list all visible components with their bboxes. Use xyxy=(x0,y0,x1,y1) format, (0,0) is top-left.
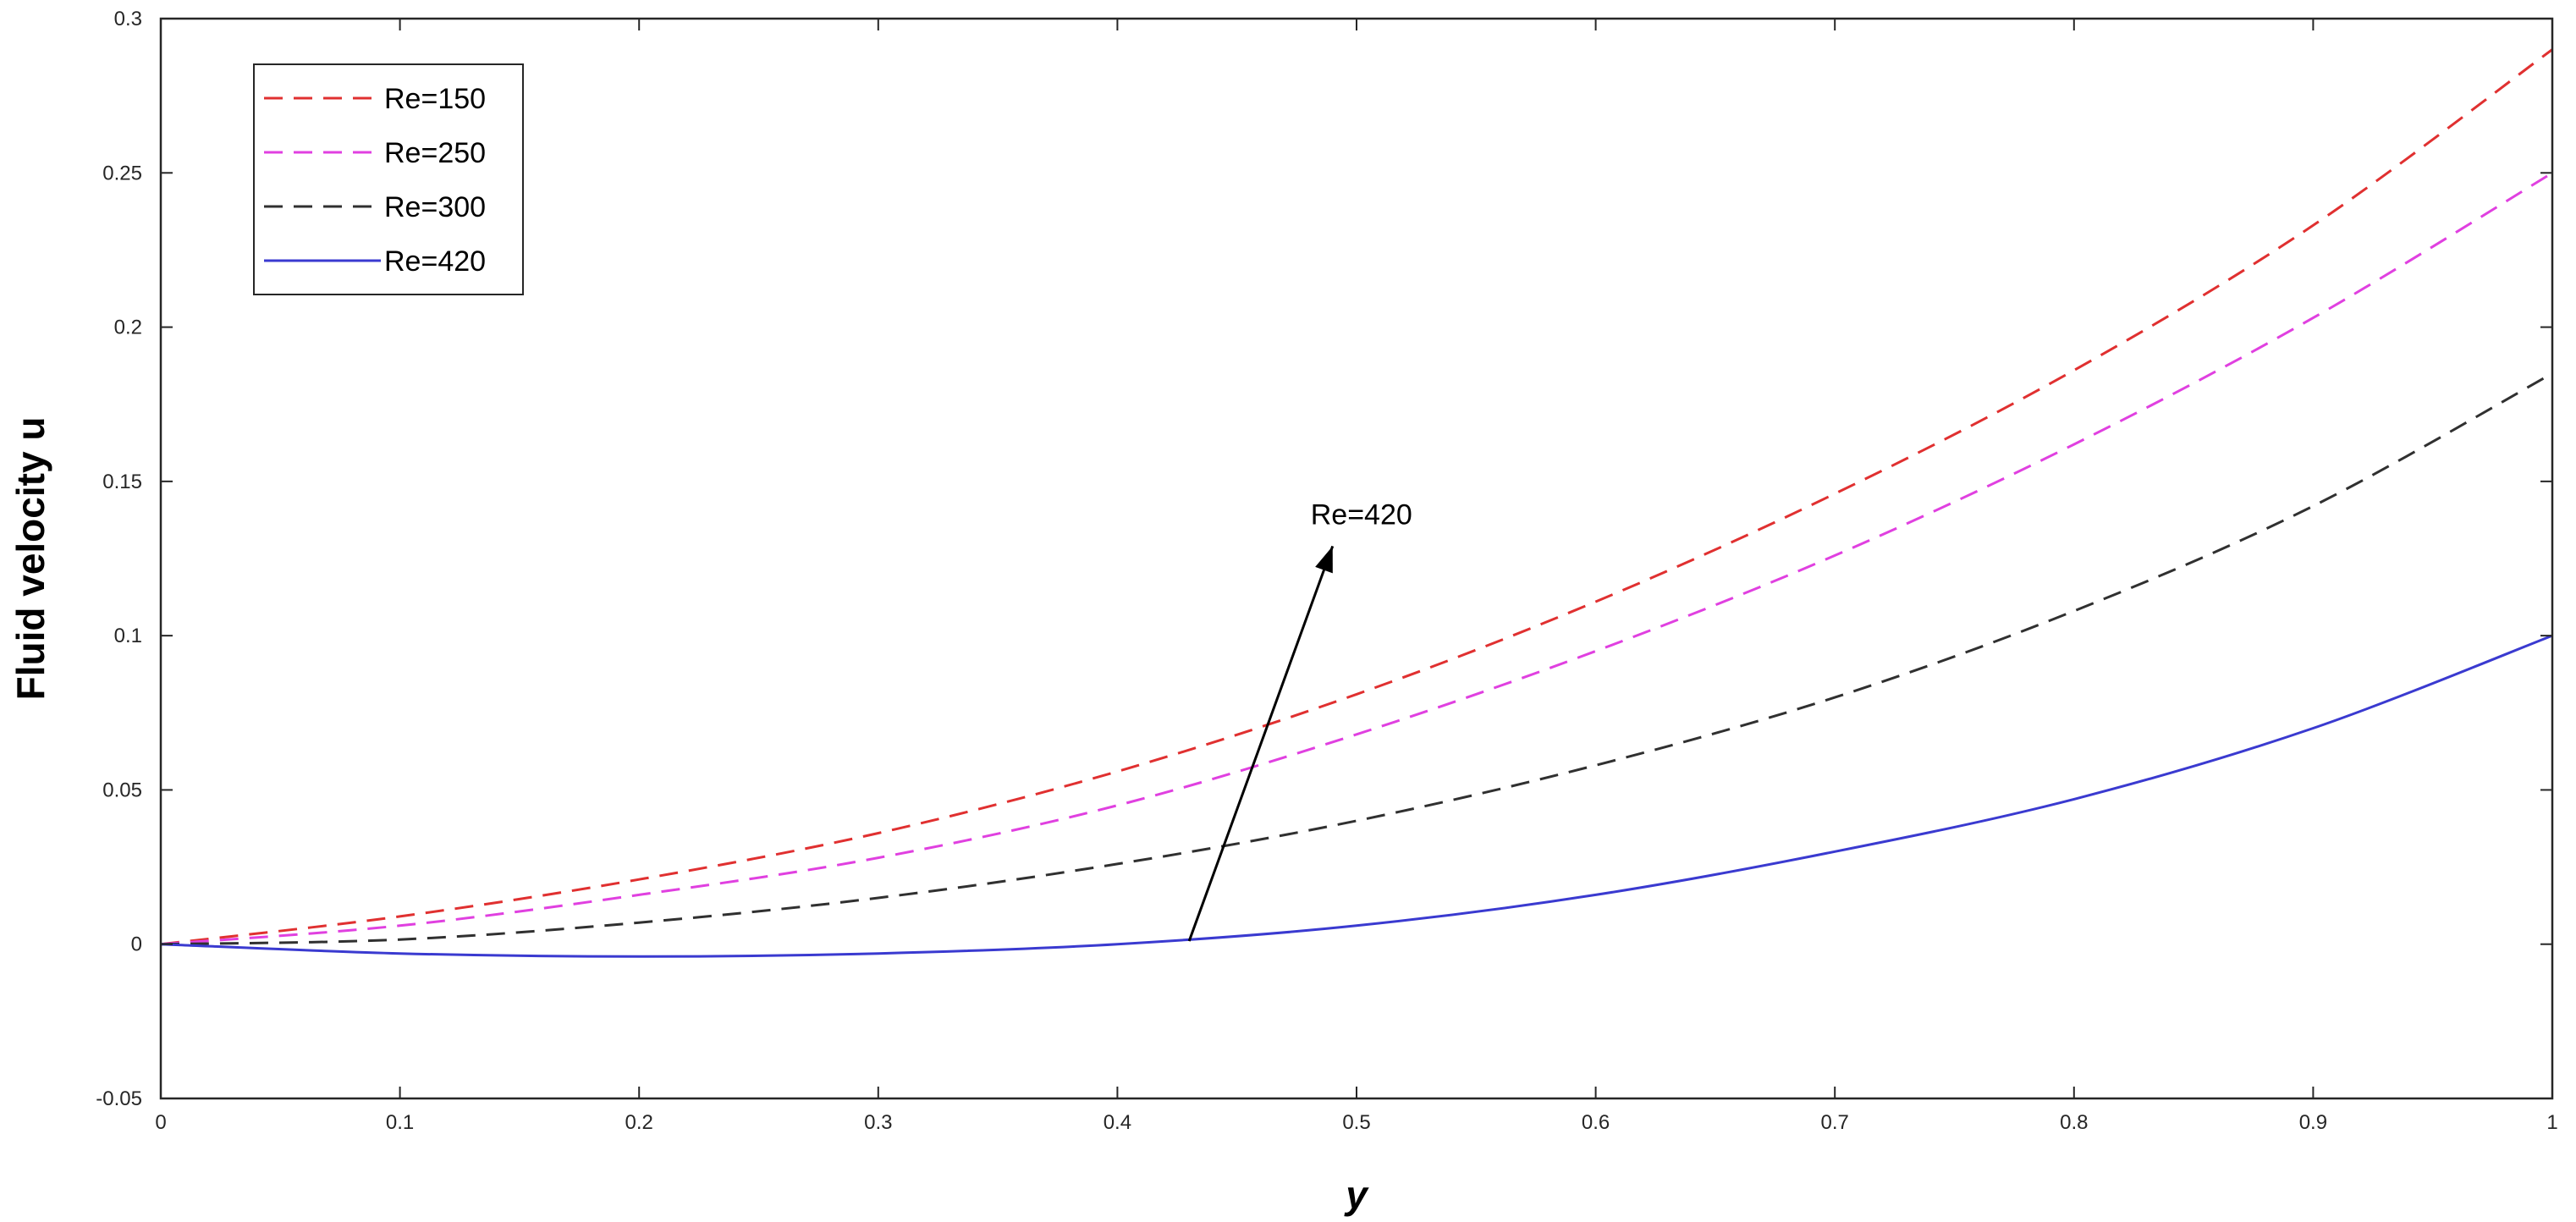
legend-label-4: Re=420 xyxy=(384,245,486,278)
y-tick-label: 0.25 xyxy=(102,162,142,184)
annotation-arrow xyxy=(1187,545,1335,942)
y-tick-label: 0.15 xyxy=(102,471,142,493)
y-tick-label: 0.05 xyxy=(102,779,142,801)
x-tick-label: 1 xyxy=(2546,1111,2557,1134)
axis-ticks: 0 0.1 0.2 0.3 0.4 0.5 0.6 0.7 0.8 0.9 1 -0.05 0 0.05 0… xyxy=(96,8,2557,1134)
y-tick-label: -0.05 xyxy=(96,1087,142,1110)
x-tick-label: 0.5 xyxy=(1342,1111,1370,1134)
annotation-arrowhead xyxy=(1315,546,1333,574)
series-lines xyxy=(160,48,2553,958)
x-tick-label: 0 xyxy=(155,1111,166,1134)
y-tick-label: 0.3 xyxy=(114,8,142,30)
x-tick-label: 0.7 xyxy=(1821,1111,1849,1134)
x-tick-label: 0.2 xyxy=(625,1111,653,1134)
y-tick-label: 0.2 xyxy=(114,317,142,339)
legend-box xyxy=(253,63,524,295)
annotation: Re=420 xyxy=(1187,498,1412,942)
x-tick-label: 0.1 xyxy=(386,1111,414,1134)
series-line-3 xyxy=(160,372,2553,946)
x-tick-label: 0.9 xyxy=(2299,1111,2327,1134)
y-axis-label: Fluid velocity u xyxy=(8,417,52,701)
series-line-2 xyxy=(160,172,2553,946)
legend: Re=150 Re=250 Re=300 Re=420 xyxy=(253,63,524,295)
series-line-4 xyxy=(160,634,2553,958)
legend-label-1: Re=150 xyxy=(384,83,486,115)
x-tick-label: 0.3 xyxy=(864,1111,892,1134)
series-line-1 xyxy=(160,48,2553,946)
annotation-label: Re=420 xyxy=(1311,498,1412,531)
legend-label-2: Re=250 xyxy=(384,137,486,169)
x-tick-label: 0.6 xyxy=(1582,1111,1610,1134)
y-tick-label: 0.1 xyxy=(114,625,142,647)
y-tick-label: 0 xyxy=(131,933,142,956)
legend-label-3: Re=300 xyxy=(384,191,486,223)
x-axis-label: y xyxy=(1344,1173,1369,1217)
x-tick-label: 0.8 xyxy=(2060,1111,2088,1134)
x-tick-label: 0.4 xyxy=(1104,1111,1131,1134)
